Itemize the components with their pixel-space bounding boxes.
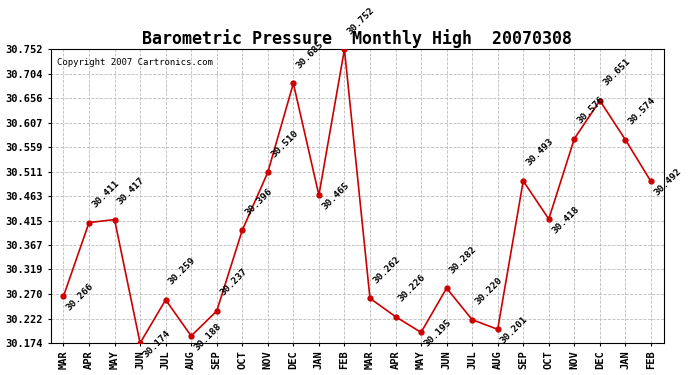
Text: 30.237: 30.237 xyxy=(218,267,249,298)
Text: 30.576: 30.576 xyxy=(575,95,607,126)
Text: 30.411: 30.411 xyxy=(90,178,121,209)
Text: 30.195: 30.195 xyxy=(422,318,453,348)
Text: 30.574: 30.574 xyxy=(627,96,658,126)
Text: 30.685: 30.685 xyxy=(295,39,326,70)
Text: 30.226: 30.226 xyxy=(397,273,428,303)
Text: 30.493: 30.493 xyxy=(524,137,555,168)
Text: 30.465: 30.465 xyxy=(320,181,351,212)
Text: 30.651: 30.651 xyxy=(601,57,632,87)
Text: 30.262: 30.262 xyxy=(371,254,402,285)
Text: 30.282: 30.282 xyxy=(448,244,479,275)
Text: 30.220: 30.220 xyxy=(473,276,504,306)
Text: 30.492: 30.492 xyxy=(652,167,683,198)
Text: 30.418: 30.418 xyxy=(550,204,581,235)
Text: 30.752: 30.752 xyxy=(346,5,377,36)
Title: Barometric Pressure  Monthly High  20070308: Barometric Pressure Monthly High 2007030… xyxy=(142,29,572,48)
Text: 30.174: 30.174 xyxy=(141,328,172,359)
Text: 30.510: 30.510 xyxy=(269,128,300,159)
Text: 30.417: 30.417 xyxy=(116,176,146,206)
Text: 30.201: 30.201 xyxy=(499,315,530,345)
Text: 30.259: 30.259 xyxy=(167,256,197,286)
Text: 30.188: 30.188 xyxy=(193,321,223,352)
Text: 30.266: 30.266 xyxy=(65,282,95,312)
Text: 30.396: 30.396 xyxy=(244,186,275,217)
Text: Copyright 2007 Cartronics.com: Copyright 2007 Cartronics.com xyxy=(57,58,213,67)
